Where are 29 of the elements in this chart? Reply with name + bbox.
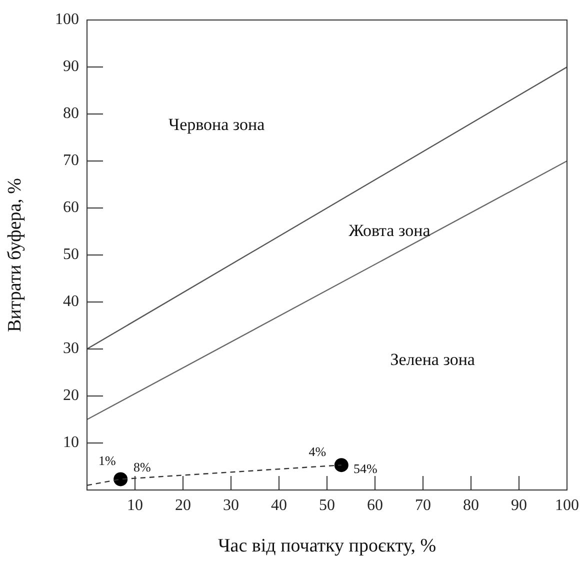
annotation: 4%	[308, 444, 326, 459]
y-tick-label: 60	[63, 199, 79, 216]
x-tick-label: 50	[319, 496, 335, 514]
x-axis-title: Час від початку проєкту, %	[218, 536, 436, 557]
annotation: Червона зона	[168, 115, 266, 134]
y-tick-label: 70	[63, 152, 79, 170]
y-tick-label: 90	[63, 58, 79, 76]
y-tick-label: 10	[63, 434, 79, 452]
x-tick-label: 20	[175, 496, 191, 514]
x-tick-label: 80	[463, 496, 479, 514]
y-tick-label: 50	[63, 246, 79, 264]
y-tick-label: 30	[63, 340, 79, 358]
x-tick-label: 90	[511, 496, 527, 514]
annotation: 8%	[134, 459, 152, 474]
y-tick-label: 100	[55, 11, 79, 28]
y-tick-label: 80	[63, 105, 79, 122]
x-tick-label: 60	[367, 496, 383, 514]
x-tick-label: 100	[555, 496, 579, 514]
x-tick-label: 70	[415, 496, 431, 514]
y-tick-label: 20	[63, 387, 79, 404]
y-tick-label: 40	[63, 293, 79, 310]
x-tick-label: 30	[223, 496, 239, 514]
x-tick-label: 10	[127, 496, 143, 514]
annotation: 54%	[353, 461, 378, 476]
y-axis-title: Витрати буфера, %	[4, 178, 26, 332]
annotation: Жовта зона	[348, 220, 431, 240]
annotation: 1%	[98, 453, 116, 468]
annotation: Зелена зона	[390, 350, 476, 370]
x-tick-label: 40	[271, 496, 287, 514]
